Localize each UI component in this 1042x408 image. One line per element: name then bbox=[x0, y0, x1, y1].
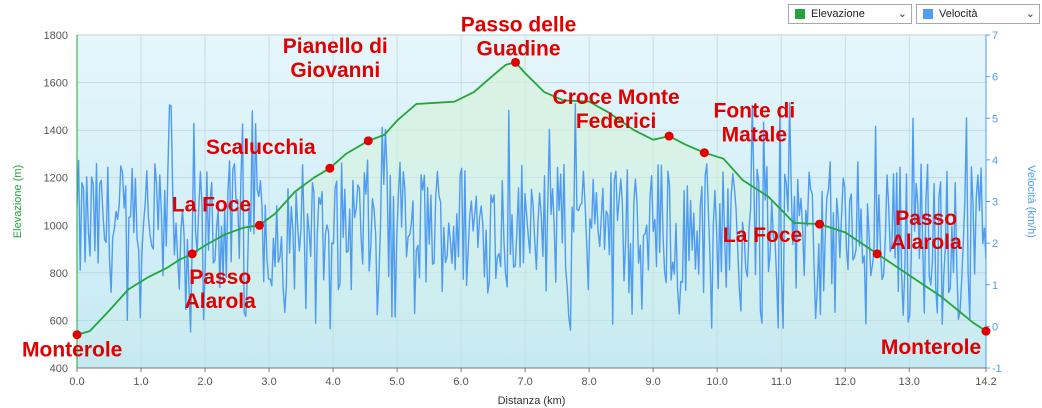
y2-tick-label: 0 bbox=[992, 321, 998, 333]
x-tick-label: 12.0 bbox=[834, 376, 855, 388]
waypoint-label: La Foce bbox=[723, 224, 802, 247]
waypoint-marker bbox=[72, 330, 82, 340]
waypoint-label: Monterole bbox=[22, 339, 122, 362]
y2-tick-label: 7 bbox=[992, 30, 998, 42]
waypoint-label: Fonte di bbox=[714, 100, 796, 123]
waypoint-marker bbox=[187, 249, 197, 259]
x-tick-label: 2.0 bbox=[197, 376, 212, 388]
y2-tick-label: 4 bbox=[992, 155, 998, 167]
y-tick-label: 1600 bbox=[44, 78, 68, 90]
y-tick-label: 800 bbox=[50, 268, 68, 280]
waypoint-label: Giovanni bbox=[290, 59, 380, 82]
waypoint-label: Passo bbox=[189, 266, 251, 289]
chevron-down-icon: ⌄ bbox=[897, 8, 907, 20]
y2-axis-title: Velocità (km/h) bbox=[1025, 165, 1037, 238]
x-tick-label: 5.0 bbox=[389, 376, 404, 388]
y2-tick-label: 1 bbox=[992, 280, 998, 292]
x-tick-label: 10.0 bbox=[706, 376, 727, 388]
waypoint-label: Federici bbox=[576, 110, 657, 133]
waypoint-label: Pianello di bbox=[283, 35, 388, 58]
elevazione-swatch bbox=[795, 9, 805, 19]
waypoint-label: Passo delle bbox=[461, 13, 577, 36]
x-tick-label: 14.2 bbox=[975, 376, 996, 388]
x-tick-label: 8.0 bbox=[581, 376, 596, 388]
x-tick-label: 6.0 bbox=[453, 376, 468, 388]
x-tick-label: 0.0 bbox=[69, 376, 84, 388]
y-tick-label: 1400 bbox=[44, 125, 68, 137]
elevation-series-line bbox=[77, 61, 986, 336]
waypoint-label: Passo bbox=[895, 207, 957, 230]
waypoint-marker bbox=[872, 249, 882, 259]
waypoint-marker bbox=[325, 163, 335, 173]
x-tick-label: 7.0 bbox=[517, 376, 532, 388]
chevron-down-icon: ⌄ bbox=[1025, 8, 1035, 20]
y2-tick-label: 3 bbox=[992, 197, 998, 209]
waypoint-marker bbox=[664, 131, 674, 141]
y2-tick-label: 2 bbox=[992, 238, 998, 250]
speed-series-line bbox=[77, 102, 986, 333]
legend-elevazione-label: Elevazione bbox=[811, 8, 865, 20]
x-tick-label: 11.0 bbox=[771, 376, 792, 388]
y-tick-label: 1800 bbox=[44, 30, 68, 42]
waypoint-label: Guadine bbox=[476, 37, 560, 60]
x-tick-label: 13.0 bbox=[898, 376, 919, 388]
waypoint-label: Croce Monte bbox=[553, 86, 680, 109]
waypoint-label: Monterole bbox=[881, 336, 981, 359]
velocita-swatch bbox=[923, 9, 933, 19]
legend-velocita-dropdown[interactable]: Velocità ⌄ bbox=[916, 4, 1040, 24]
x-tick-label: 1.0 bbox=[133, 376, 148, 388]
y2-tick-label: 5 bbox=[992, 113, 998, 125]
x-axis-title: Distanza (km) bbox=[498, 395, 566, 407]
y-tick-label: 600 bbox=[50, 315, 68, 327]
waypoint-marker bbox=[254, 220, 264, 230]
waypoint-marker bbox=[981, 326, 991, 336]
waypoint-label: Alarola bbox=[185, 290, 257, 313]
waypoint-marker bbox=[699, 148, 709, 158]
waypoint-marker bbox=[363, 136, 373, 146]
y-tick-label: 400 bbox=[50, 363, 68, 375]
waypoint-label: La Foce bbox=[172, 193, 251, 216]
x-tick-label: 3.0 bbox=[261, 376, 276, 388]
x-tick-label: 9.0 bbox=[645, 376, 660, 388]
legend-elevazione-dropdown[interactable]: Elevazione ⌄ bbox=[788, 4, 912, 24]
waypoint-label: Matale bbox=[722, 124, 787, 147]
y2-tick-label: 6 bbox=[992, 72, 998, 84]
waypoint-marker bbox=[815, 219, 825, 229]
x-tick-label: 4.0 bbox=[325, 376, 340, 388]
y-tick-label: 1200 bbox=[44, 173, 68, 185]
y2-tick-label: -1 bbox=[992, 363, 1002, 375]
legend-velocita-label: Velocità bbox=[939, 8, 978, 20]
waypoint-label: Scalucchia bbox=[206, 136, 316, 159]
waypoint-marker bbox=[510, 57, 520, 67]
y-axis-title: Elevazione (m) bbox=[12, 165, 24, 238]
waypoint-label: Alarola bbox=[891, 231, 963, 254]
y-tick-label: 1000 bbox=[44, 220, 68, 232]
